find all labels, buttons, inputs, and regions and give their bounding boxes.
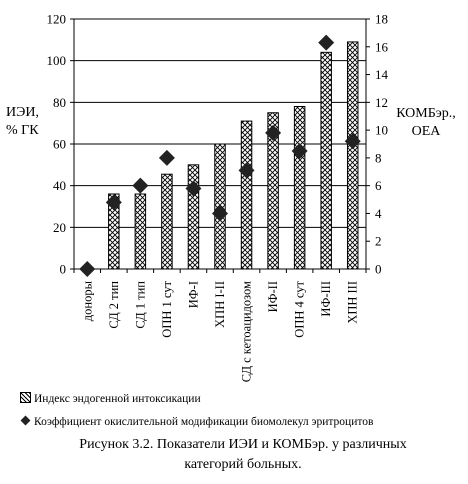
diamond-marker — [158, 149, 175, 166]
diamond-marker — [238, 162, 255, 179]
y-tick-label-right: 8 — [375, 150, 382, 165]
y-tick-label-right: 14 — [375, 67, 389, 82]
y-tick-label-right: 10 — [375, 123, 388, 138]
y-tick-label-right: 16 — [375, 39, 389, 54]
bar — [293, 106, 306, 270]
y-tick-label-right: 12 — [375, 95, 388, 110]
bar — [240, 120, 253, 270]
diamond-marker — [212, 205, 228, 222]
x-tick-label: ОПН 1 сут — [160, 280, 174, 337]
bar — [161, 173, 173, 270]
legend-marker-label: Коэффициент окислительной модификации би… — [34, 416, 374, 428]
x-tick-label: СД 1 тип — [133, 281, 147, 329]
y-axis-label-right: КОМБэр., ОЕА — [396, 106, 456, 139]
diamond-marker — [185, 180, 202, 197]
diamond-marker — [344, 133, 361, 150]
y-tick-label-left: 100 — [47, 53, 67, 68]
y-axis-label-left: ИЭИ, % ГК — [6, 105, 39, 138]
y-tick-label-left: 80 — [53, 95, 66, 110]
bar — [320, 51, 332, 270]
legend-item-bars: Индекс эндогенной интоксикации — [20, 392, 201, 405]
x-tick-label: СД с кетоацидозом — [240, 281, 254, 382]
y-tick-label-left: 40 — [53, 178, 66, 193]
figure-caption-line-1: Рисунок 3.2. Показатели ИЭИ и КОМБэр. у … — [79, 437, 407, 452]
y-tick-label-left: 120 — [47, 12, 67, 27]
y-tick-label-left: 0 — [60, 262, 67, 277]
y-tick-label-left: 60 — [53, 137, 66, 152]
x-tick-label: СД 2 тип — [107, 281, 121, 329]
x-tick-label: ИФ-III — [319, 281, 333, 317]
y-tick-label-right: 0 — [375, 262, 382, 277]
x-tick-label: доноры — [80, 280, 94, 321]
x-tick-label: ИФ-I — [186, 281, 200, 308]
y-tick-label-left: 20 — [53, 220, 66, 235]
figure-caption-line-2: категорий больных. — [184, 457, 302, 472]
diamond-marker — [79, 261, 96, 277]
hatched-bar-swatch-icon — [20, 392, 31, 403]
x-tick-label: ХПН I-II — [213, 281, 227, 328]
x-tick-label: ОПН 4 сут — [293, 280, 307, 337]
diamond-marker — [265, 124, 282, 141]
legend-bar-label: Индекс эндогенной интоксикации — [34, 393, 201, 405]
y-tick-label-right: 4 — [375, 206, 382, 221]
bar — [346, 41, 359, 270]
diamond-marker — [291, 142, 308, 159]
y-tick-label-right: 18 — [375, 12, 388, 27]
diamond-marker — [318, 34, 335, 51]
diamond-marker — [105, 194, 122, 211]
x-tick-label: ИФ-II — [266, 281, 280, 312]
diamond-marker — [132, 177, 149, 194]
y-tick-label-right: 6 — [375, 178, 382, 193]
diamond-marker-icon — [20, 415, 31, 426]
legend-item-markers: Коэффициент окислительной модификации би… — [20, 415, 374, 428]
x-tick-label: ХПН III — [346, 281, 360, 324]
bar — [134, 193, 147, 270]
y-tick-label-right: 2 — [375, 234, 382, 249]
combined-chart: 0 20 40 60 80 100 120 0 2 4 6 8 10 12 14 16 18 доноры СД 2… — [47, 12, 389, 383]
